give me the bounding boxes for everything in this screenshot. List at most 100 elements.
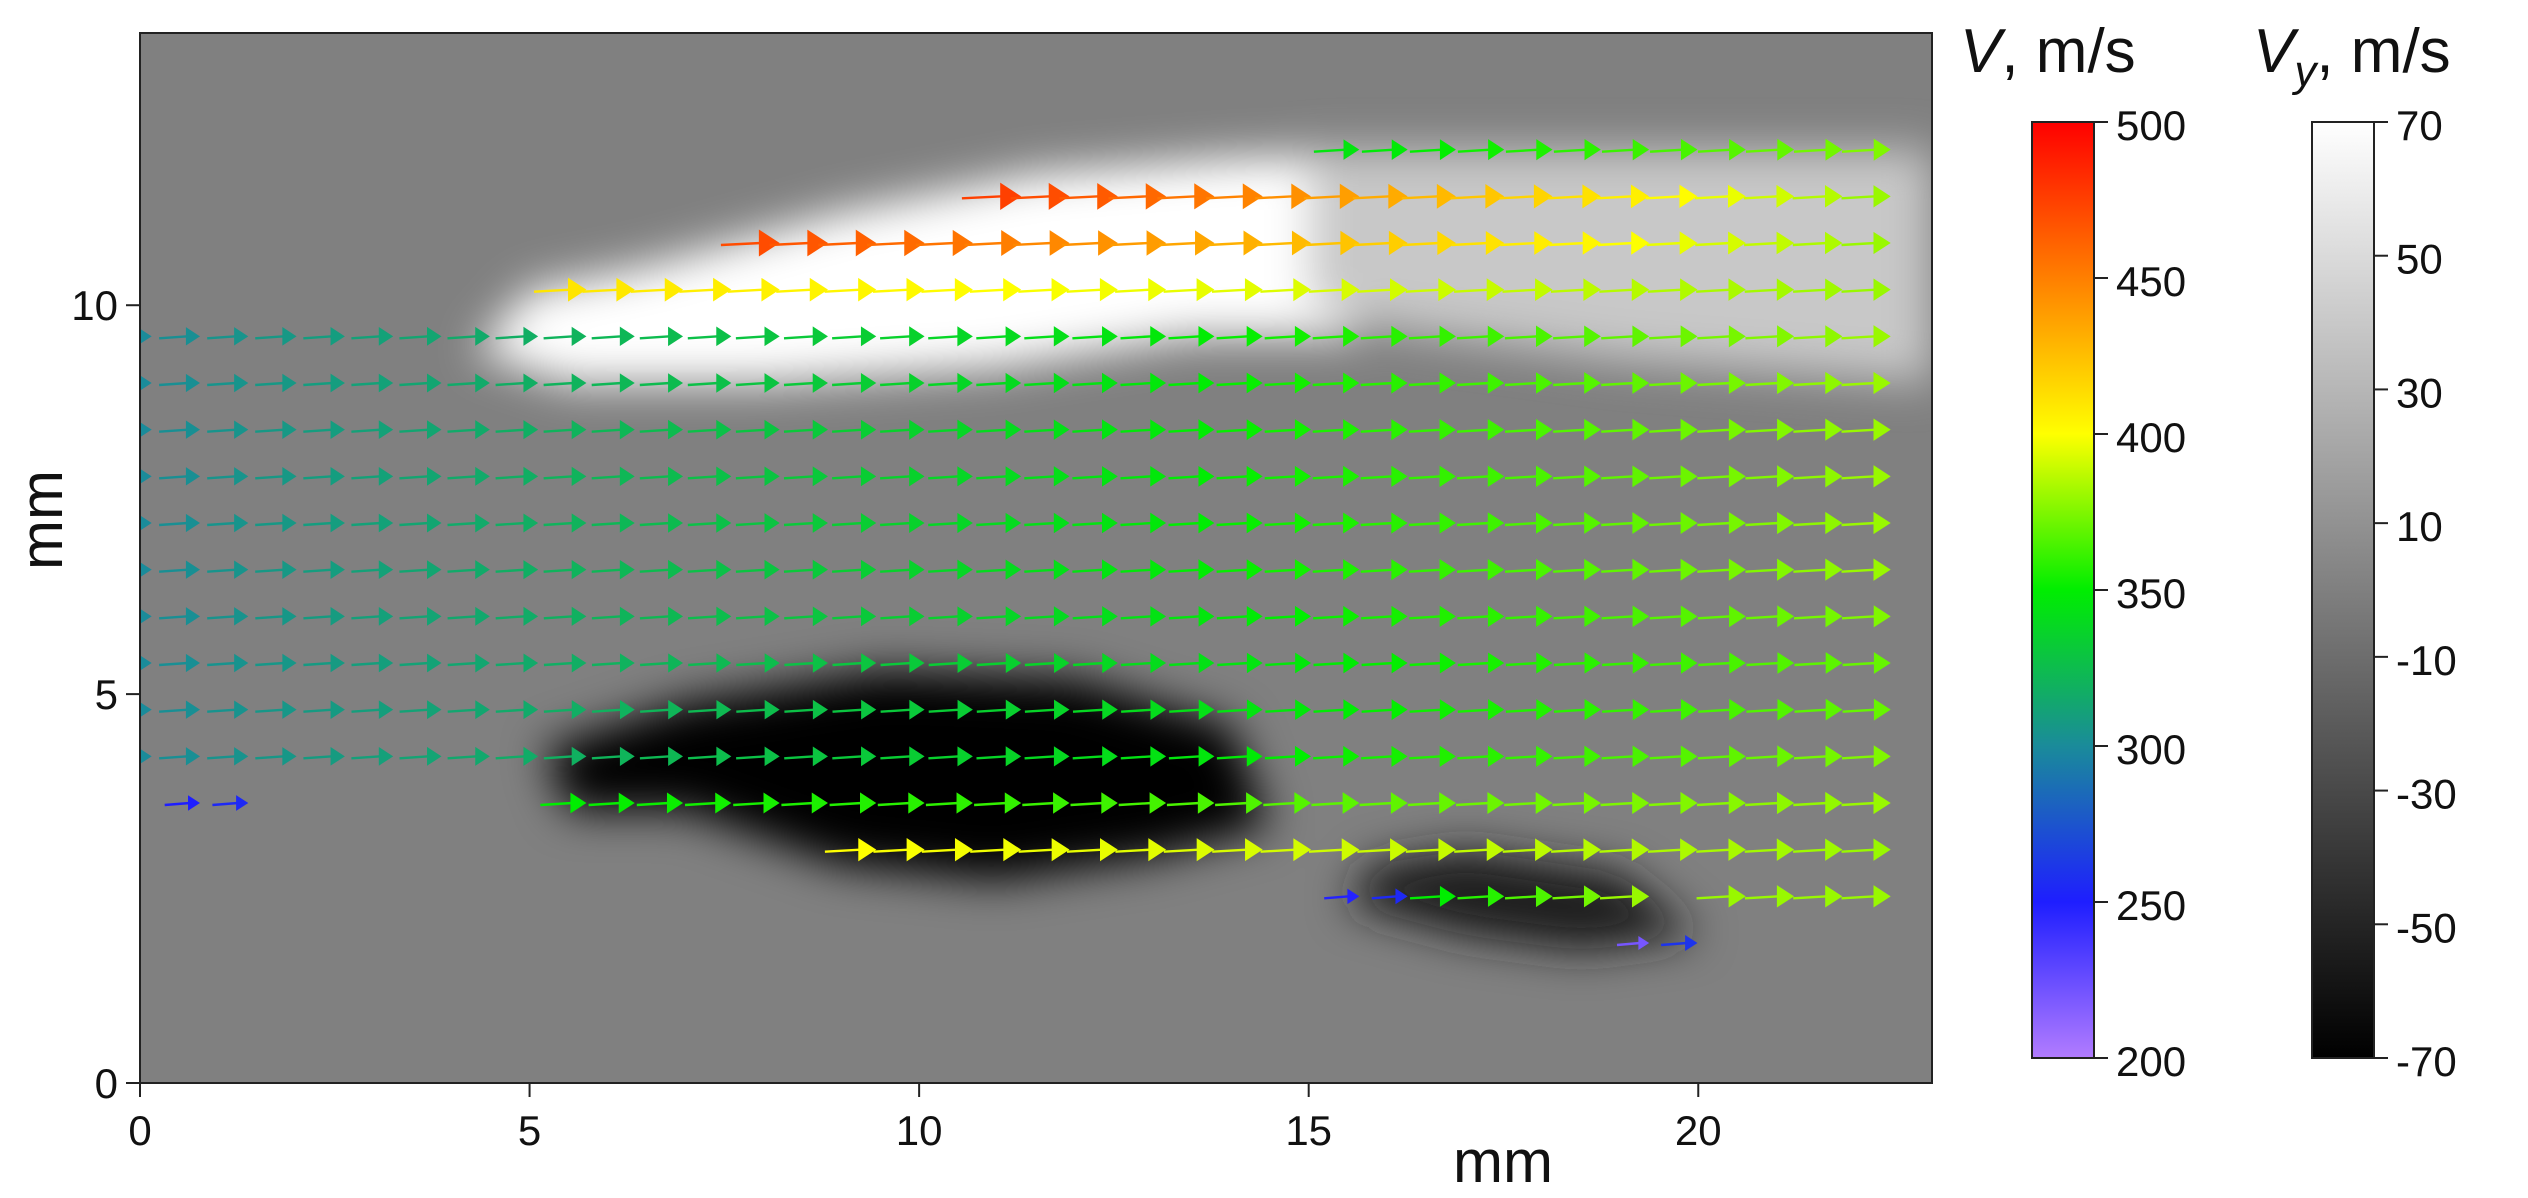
vector-head [1776,838,1795,861]
vector-shaft [1601,148,1635,153]
vector-shaft [1661,941,1688,947]
vector-head [1777,325,1795,348]
vector-head [861,699,877,720]
vector-shaft [111,756,140,758]
vector-head [1487,605,1505,627]
velocity-vector [1745,371,1795,395]
velocity-vector [832,559,877,580]
vector-shaft [207,708,237,713]
velocity-vector [1120,559,1167,580]
x-tick-label: 15 [1285,1107,1332,1154]
velocity-vector [303,420,345,439]
vector-head [1631,838,1650,861]
vector-shaft [1551,848,1586,853]
vector-shaft [1360,428,1394,433]
vector-shaft [880,568,912,573]
velocity-vector [1212,838,1263,862]
vector-head [1728,278,1746,301]
vy-colorbar-tick-label: 30 [2396,369,2443,416]
velocity-vector [1841,138,1891,161]
vector-head [812,606,828,627]
velocity-vector [1260,278,1312,302]
vector-head [860,513,877,533]
velocity-vector [255,513,297,533]
vector-head [1776,231,1795,255]
vector-shaft [303,708,333,713]
velocity-vector [1599,885,1650,908]
vector-shaft [880,755,912,760]
vector-head [234,373,249,393]
vector-head [764,746,780,767]
vector-head [523,653,539,673]
velocity-vector [399,746,442,766]
vector-head [1535,372,1553,394]
velocity-vector [1599,838,1650,861]
velocity-vector [1456,558,1505,581]
velocity-vector [1647,838,1698,861]
velocity-vector [1061,230,1118,256]
velocity-vector [399,373,442,393]
vector-shaft [1842,661,1876,667]
vector-shaft [630,288,667,293]
vector-head [811,792,828,814]
vector-shaft [976,335,1008,340]
velocity-vector [1649,512,1698,534]
velocity-vector [1553,372,1601,394]
vector-shaft [543,568,574,573]
vector-shaft [1792,195,1828,200]
velocity-vector [1405,278,1456,302]
velocity-vector [140,515,152,531]
vector-shaft [832,335,863,340]
vector-head [523,373,539,393]
vector-shaft [1697,148,1732,153]
velocity-vector [1794,652,1843,674]
velocity-vector [447,606,490,626]
velocity-vector [1313,745,1360,767]
vector-shaft [447,521,478,527]
vector-shaft [207,615,237,620]
vector-shaft [1264,521,1297,527]
vector-head [1005,326,1022,347]
velocity-vector [1505,699,1553,721]
vector-shaft [1059,195,1100,200]
vector-head [1825,511,1843,535]
vector-head [1632,465,1650,488]
vector-head [1729,605,1746,628]
vector-shaft [255,708,285,713]
velocity-vector [1361,652,1408,674]
vector-shaft [1120,521,1153,527]
vector-head [909,466,925,487]
vector-shaft [303,475,333,480]
vector-head [1246,419,1263,441]
vector-shaft [1841,475,1876,480]
velocity-vector [1553,512,1601,534]
vector-head [1873,418,1891,441]
vector-head [185,327,200,346]
velocity-vector [255,560,297,579]
vector-shaft [447,475,478,480]
vector-head [1727,184,1746,208]
vector-head [1246,699,1263,720]
velocity-vector [1601,605,1650,628]
velocity-vector [1841,465,1891,488]
vector-shaft [735,568,767,573]
x-tick-label: 0 [128,1107,151,1154]
vector-shaft [639,335,671,340]
vector-head [1680,465,1698,488]
velocity-vector [1255,183,1312,210]
vector-shaft [928,381,960,387]
vector-head [1388,230,1408,256]
vector-head [1777,511,1795,535]
vector-shaft [976,708,1008,713]
velocity-vector [582,277,635,302]
vector-head [1294,325,1312,347]
vector-head [957,699,973,720]
velocity-vector [1312,512,1360,534]
velocity-vector [1745,465,1795,488]
velocity-vector [769,229,828,257]
vector-head [1150,372,1167,394]
vector-head [1005,372,1022,394]
vector-head [330,653,345,673]
vector-shaft [447,428,478,433]
velocity-vector [928,372,973,394]
